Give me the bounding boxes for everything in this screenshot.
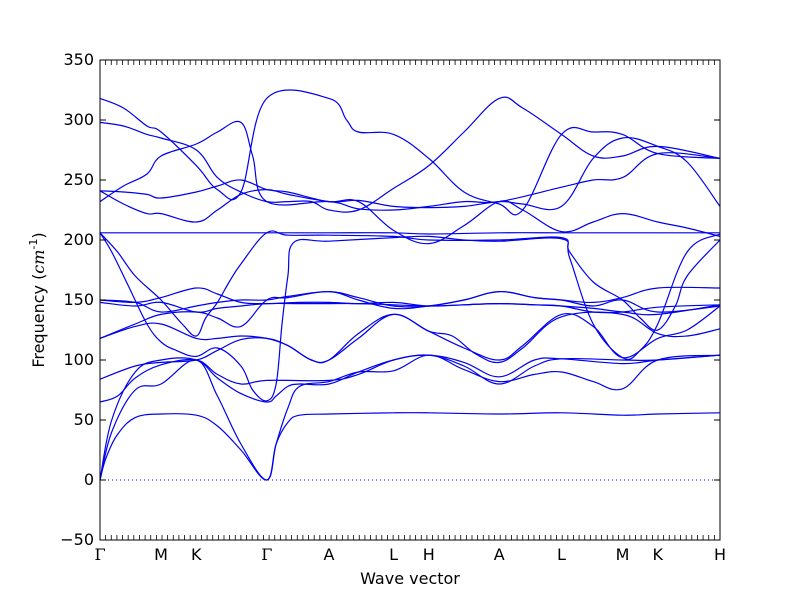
- band-line-12: [99, 230, 721, 337]
- band-line-10: [99, 301, 721, 314]
- band-line-16: [99, 120, 721, 211]
- band-line-1: [99, 412, 721, 481]
- y-tick-label: 150: [63, 290, 94, 309]
- x-tick-label: A: [324, 545, 335, 564]
- band-line-15: [99, 136, 721, 211]
- band-line-8: [99, 286, 721, 313]
- y-axis-ticks: −50 0 50 100 150 200 250 300 350: [60, 50, 720, 549]
- y-tick-label: −50: [60, 530, 94, 549]
- band-line-13: [99, 232, 721, 402]
- x-tick-label: Γ: [261, 545, 272, 564]
- x-tick-label: L: [389, 545, 398, 564]
- y-tick-label: 300: [63, 110, 94, 129]
- band-line-5: [99, 311, 721, 380]
- band-line-3: [99, 354, 721, 481]
- band-line-9: [99, 287, 721, 316]
- y-tick-label: 0: [84, 470, 94, 489]
- x-tick-label: Γ: [94, 545, 105, 564]
- y-axis-title: Frequency (cm-1): [27, 232, 48, 367]
- x-tick-label: L: [557, 545, 566, 564]
- plot-area-frame: [99, 59, 721, 541]
- x-axis-title: Wave vector: [360, 569, 460, 588]
- band-line-2: [99, 354, 721, 481]
- x-tick-label: M: [154, 545, 168, 564]
- x-tick-label: K: [653, 545, 664, 564]
- y-tick-label: 50: [74, 410, 94, 429]
- y-tick-label: 100: [63, 350, 94, 369]
- band-series-group: [99, 89, 721, 481]
- x-tick-label: A: [494, 545, 505, 564]
- x-tick-label: H: [423, 545, 435, 564]
- band-line-17: [99, 96, 721, 213]
- x-tick-label: M: [616, 545, 630, 564]
- band-line-6: [99, 305, 721, 364]
- y-tick-label: 250: [63, 170, 94, 189]
- band-line-4: [99, 354, 721, 403]
- band-line-18: [99, 89, 721, 216]
- y-axis-title-text: Frequency: [29, 285, 48, 368]
- y-axis-unit-exponent: -1: [27, 239, 40, 250]
- band-line-11: [100, 232, 720, 235]
- y-tick-label: 350: [63, 50, 94, 69]
- y-axis-unit: cm: [29, 250, 48, 274]
- x-tick-label: K: [191, 545, 202, 564]
- band-line-14: [99, 188, 721, 245]
- y-tick-label: 200: [63, 230, 94, 249]
- x-tick-label: H: [714, 545, 726, 564]
